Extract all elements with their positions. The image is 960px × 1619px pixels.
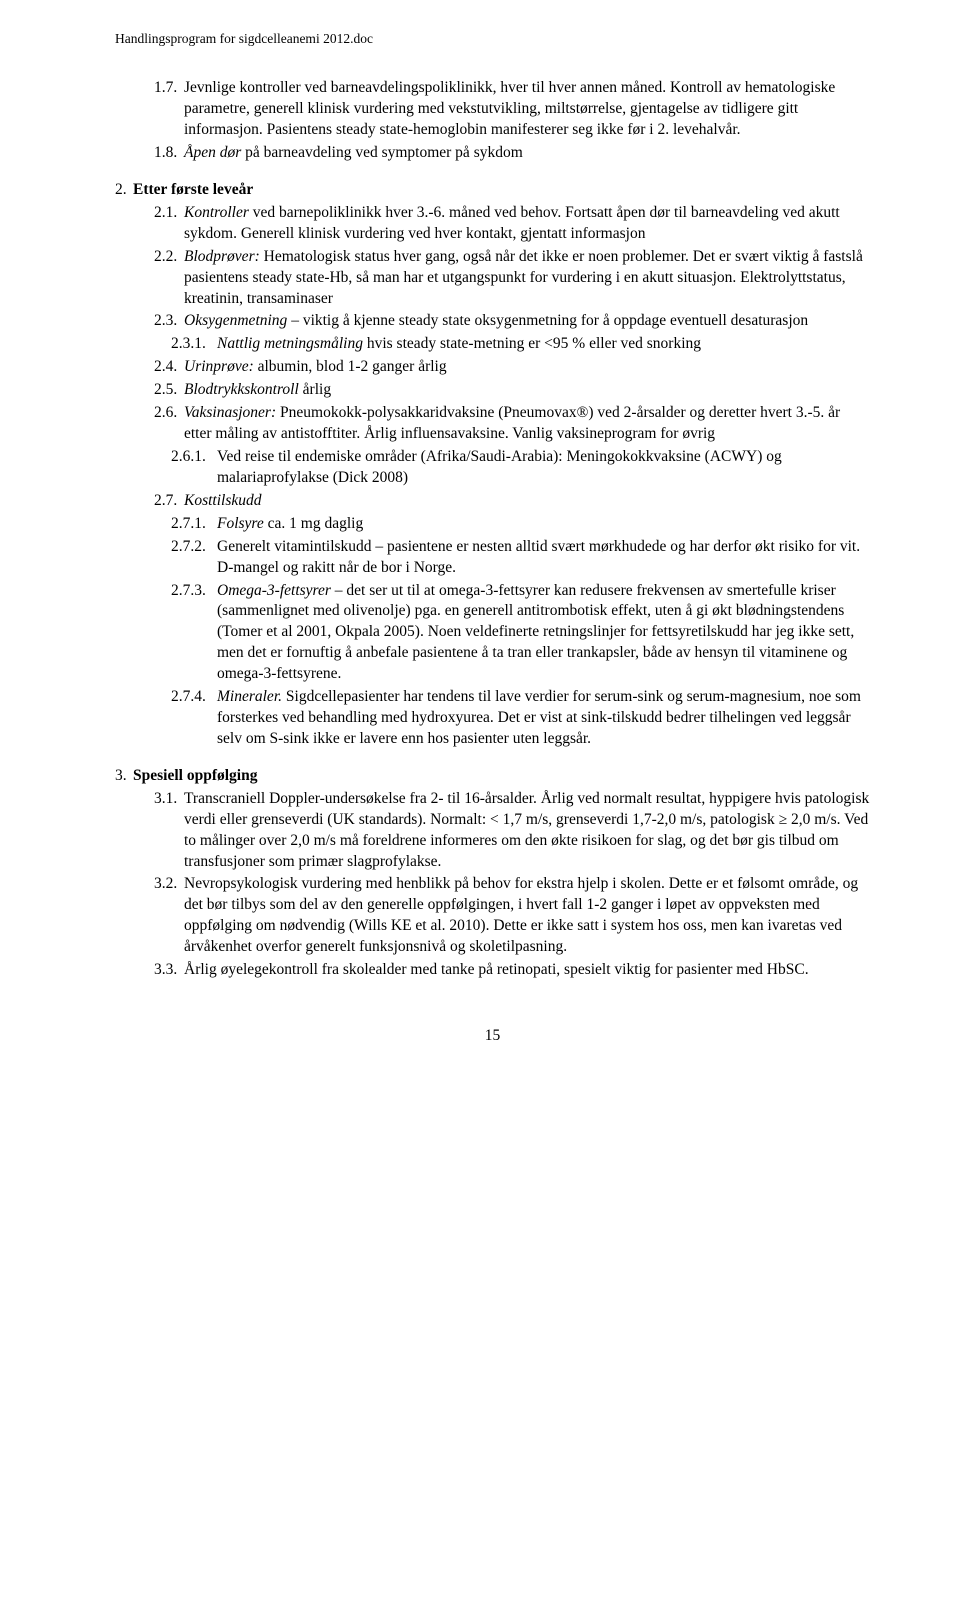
list-item: 2.4.Urinprøve: albumin, blod 1-2 ganger … [115, 357, 870, 378]
item-number: 2.6.1. [171, 447, 217, 489]
item-text: Årlig øyelegekontroll fra skolealder med… [184, 960, 870, 981]
item-number: 3.1. [154, 789, 184, 873]
item-number: 2.7. [154, 491, 184, 512]
list-item: 2.6.1.Ved reise til endemiske områder (A… [115, 447, 870, 489]
spacer [115, 166, 870, 180]
item-number: 2.3.1. [171, 334, 217, 355]
item-number: 2.3. [154, 311, 184, 332]
list-item: 2.7.3.Omega-3-fettsyrer – det ser ut til… [115, 581, 870, 686]
list-item: 2.Etter første leveår [115, 180, 870, 201]
item-number: 2.7.1. [171, 514, 217, 535]
list-item: 3.1.Transcraniell Doppler-undersøkelse f… [115, 789, 870, 873]
list-item: 2.7.1.Folsyre ca. 1 mg daglig [115, 514, 870, 535]
item-number: 2.1. [154, 203, 184, 245]
list-item: 2.7.2.Generelt vitamintilskudd – pasient… [115, 537, 870, 579]
list-item: 2.1.Kontroller ved barnepoliklinikk hver… [115, 203, 870, 245]
item-text: Ved reise til endemiske områder (Afrika/… [217, 447, 870, 489]
item-number: 2.7.4. [171, 687, 217, 750]
item-number: 2.7.2. [171, 537, 217, 579]
item-number: 2.2. [154, 247, 184, 310]
item-text: Urinprøve: albumin, blod 1-2 ganger årli… [184, 357, 870, 378]
list-item: 2.3.Oksygenmetning – viktig å kjenne ste… [115, 311, 870, 332]
item-text: Blodtrykkskontroll årlig [184, 380, 870, 401]
item-text: Vaksinasjoner: Pneumokokk-polysakkaridva… [184, 403, 870, 445]
item-number: 2.7.3. [171, 581, 217, 686]
item-number: 3.2. [154, 874, 184, 958]
item-text: Spesiell oppfølging [133, 766, 870, 787]
list-item: 3.3.Årlig øyelegekontroll fra skolealder… [115, 960, 870, 981]
list-item: 1.7.Jevnlige kontroller ved barneavdelin… [115, 78, 870, 141]
list-item: 3.2.Nevropsykologisk vurdering med henbl… [115, 874, 870, 958]
list-item: 2.3.1.Nattlig metningsmåling hvis steady… [115, 334, 870, 355]
item-text: Kosttilskudd [184, 491, 870, 512]
item-number: 2.5. [154, 380, 184, 401]
list-item: 2.5.Blodtrykkskontroll årlig [115, 380, 870, 401]
item-number: 2.4. [154, 357, 184, 378]
list-item: 2.6.Vaksinasjoner: Pneumokokk-polysakkar… [115, 403, 870, 445]
item-text: Omega-3-fettsyrer – det ser ut til at om… [217, 581, 870, 686]
item-text: Kontroller ved barnepoliklinikk hver 3.-… [184, 203, 870, 245]
item-text: Åpen dør på barneavdeling ved symptomer … [184, 143, 870, 164]
list-item: 2.7.Kosttilskudd [115, 491, 870, 512]
item-text: Jevnlige kontroller ved barneavdelingspo… [184, 78, 870, 141]
item-text: Oksygenmetning – viktig å kjenne steady … [184, 311, 870, 332]
list-item: 2.7.4.Mineraler. Sigdcellepasienter har … [115, 687, 870, 750]
item-text: Folsyre ca. 1 mg daglig [217, 514, 870, 535]
item-text: Nevropsykologisk vurdering med henblikk … [184, 874, 870, 958]
item-text: Blodprøver: Hematologisk status hver gan… [184, 247, 870, 310]
item-number: 3.3. [154, 960, 184, 981]
item-number: 2. [115, 180, 133, 201]
item-text: Generelt vitamintilskudd – pasientene er… [217, 537, 870, 579]
item-text: Mineraler. Sigdcellepasienter har tenden… [217, 687, 870, 750]
item-text: Nattlig metningsmåling hvis steady state… [217, 334, 870, 355]
document-body: 1.7.Jevnlige kontroller ved barneavdelin… [115, 78, 870, 981]
item-number: 3. [115, 766, 133, 787]
list-item: 3.Spesiell oppfølging [115, 766, 870, 787]
page-number: 15 [115, 1026, 870, 1047]
item-text: Transcraniell Doppler-undersøkelse fra 2… [184, 789, 870, 873]
spacer [115, 752, 870, 766]
doc-header: Handlingsprogram for sigdcelleanemi 2012… [115, 30, 870, 48]
list-item: 1.8.Åpen dør på barneavdeling ved sympto… [115, 143, 870, 164]
item-text: Etter første leveår [133, 180, 870, 201]
item-number: 2.6. [154, 403, 184, 445]
item-number: 1.8. [154, 143, 184, 164]
list-item: 2.2.Blodprøver: Hematologisk status hver… [115, 247, 870, 310]
item-number: 1.7. [154, 78, 184, 141]
